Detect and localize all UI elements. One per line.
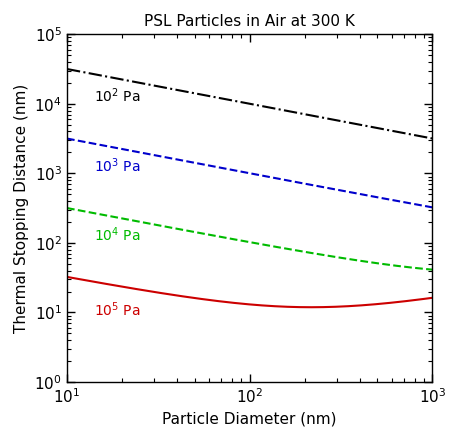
X-axis label: Particle Diameter (nm): Particle Diameter (nm)	[162, 411, 336, 426]
Text: $10^5$ Pa: $10^5$ Pa	[94, 300, 140, 319]
Text: $10^4$ Pa: $10^4$ Pa	[94, 226, 140, 244]
Text: $10^2$ Pa: $10^2$ Pa	[94, 87, 140, 105]
Title: PSL Particles in Air at 300 K: PSL Particles in Air at 300 K	[144, 14, 354, 29]
Text: $10^3$ Pa: $10^3$ Pa	[94, 156, 140, 175]
Y-axis label: Thermal Stopping Distance (nm): Thermal Stopping Distance (nm)	[14, 84, 29, 333]
